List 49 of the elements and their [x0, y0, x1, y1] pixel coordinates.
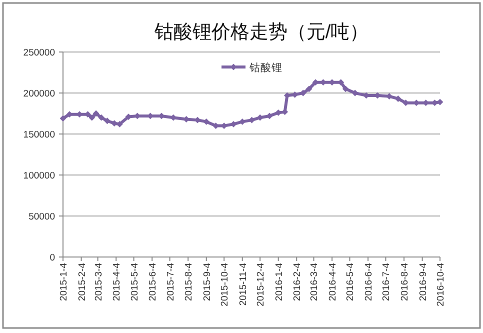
point	[306, 86, 312, 92]
x-tick-label: 2016-4-4	[328, 263, 339, 302]
point	[436, 98, 444, 106]
x-tick-label: 2015-7-4	[165, 263, 176, 302]
point	[402, 100, 409, 106]
point	[239, 118, 246, 125]
x-tick-label: 2015-5-4	[129, 263, 140, 302]
point	[88, 114, 96, 121]
point	[92, 110, 100, 117]
point	[394, 96, 402, 102]
legend-label: 钴酸锂	[248, 62, 282, 74]
x-tick-label: 2015-1-4	[58, 263, 70, 302]
x-tick-label: 2016-3-4	[309, 263, 320, 302]
x-tick-label: 2015-12-4	[256, 263, 267, 306]
y-tick-label: 150000	[23, 130, 55, 140]
x-tick-label: 2015-4-4	[112, 263, 123, 302]
x-tick-label: 2016-10-4	[436, 263, 446, 306]
y-tick-label: 50000	[28, 212, 55, 222]
point	[60, 115, 66, 122]
y-tick-label: 200000	[23, 88, 55, 100]
y-tick-label: 250000	[23, 48, 55, 58]
x-tick-label: 2015-9-4	[202, 263, 213, 302]
point	[282, 108, 288, 116]
x-tick-label: 2015-10-4	[220, 263, 231, 306]
point	[266, 112, 273, 120]
x-tick-label: 2015-2-4	[76, 263, 88, 302]
y-tick-label: 0	[50, 252, 55, 264]
chart-title: 钴酸锂价格走势（元/吨）	[153, 22, 369, 43]
x-tick-label: 2016-7-4	[381, 263, 392, 302]
x-tick-label: 2015-11-4	[238, 263, 249, 306]
point	[104, 118, 110, 124]
x-tick-label: 2015-3-4	[93, 263, 104, 302]
x-tick-label: 2015-8-4	[184, 263, 195, 302]
x-tick-label: 2016-5-4	[345, 263, 356, 302]
y-tick-label: 100000	[23, 170, 55, 182]
point	[248, 116, 255, 124]
point	[342, 86, 349, 92]
x-tick-label: 2016-2-4	[292, 263, 304, 302]
point	[352, 90, 358, 96]
x-tick-label: 2015-6-4	[148, 263, 159, 302]
point	[203, 118, 210, 125]
point	[256, 114, 264, 121]
x-tick-label: 2016-8-4	[400, 263, 411, 302]
point	[84, 111, 91, 118]
point	[98, 114, 105, 121]
point	[284, 92, 290, 99]
x-tick-label: 2016-6-4	[364, 263, 375, 302]
x-tick-label: 2016-1-4	[274, 263, 285, 302]
x-tick-label: 2016-9-4	[418, 263, 429, 302]
